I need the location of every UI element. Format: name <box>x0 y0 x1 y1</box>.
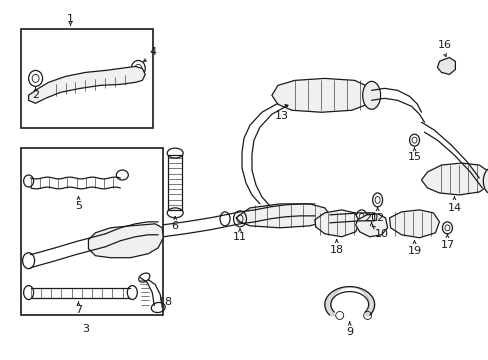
Text: 2: 2 <box>32 90 39 100</box>
Ellipse shape <box>362 81 380 109</box>
Text: 7: 7 <box>75 306 82 315</box>
Text: 13: 13 <box>274 111 288 121</box>
Text: 4: 4 <box>149 48 157 58</box>
Text: 11: 11 <box>233 232 246 242</box>
Polygon shape <box>29 67 145 103</box>
Text: 20: 20 <box>364 213 378 223</box>
Polygon shape <box>271 78 371 112</box>
Polygon shape <box>389 210 439 238</box>
Bar <box>20 28 153 128</box>
Polygon shape <box>421 163 488 195</box>
Polygon shape <box>236 204 329 228</box>
Text: 17: 17 <box>440 240 453 250</box>
Polygon shape <box>314 210 359 237</box>
Text: 1: 1 <box>67 14 74 24</box>
Polygon shape <box>88 224 163 258</box>
Text: 3: 3 <box>82 324 89 334</box>
Text: 18: 18 <box>329 245 343 255</box>
Text: 8: 8 <box>164 297 171 306</box>
Text: 12: 12 <box>370 213 384 223</box>
Ellipse shape <box>482 168 488 194</box>
Polygon shape <box>437 58 454 75</box>
Text: 15: 15 <box>407 152 421 162</box>
Text: 6: 6 <box>171 221 178 231</box>
Text: 9: 9 <box>346 327 352 337</box>
Text: 10: 10 <box>374 229 388 239</box>
Text: 14: 14 <box>447 203 461 213</box>
Text: 5: 5 <box>75 201 82 211</box>
Bar <box>20 148 163 315</box>
Text: 16: 16 <box>437 40 450 50</box>
Text: 19: 19 <box>407 246 421 256</box>
Polygon shape <box>355 214 387 237</box>
